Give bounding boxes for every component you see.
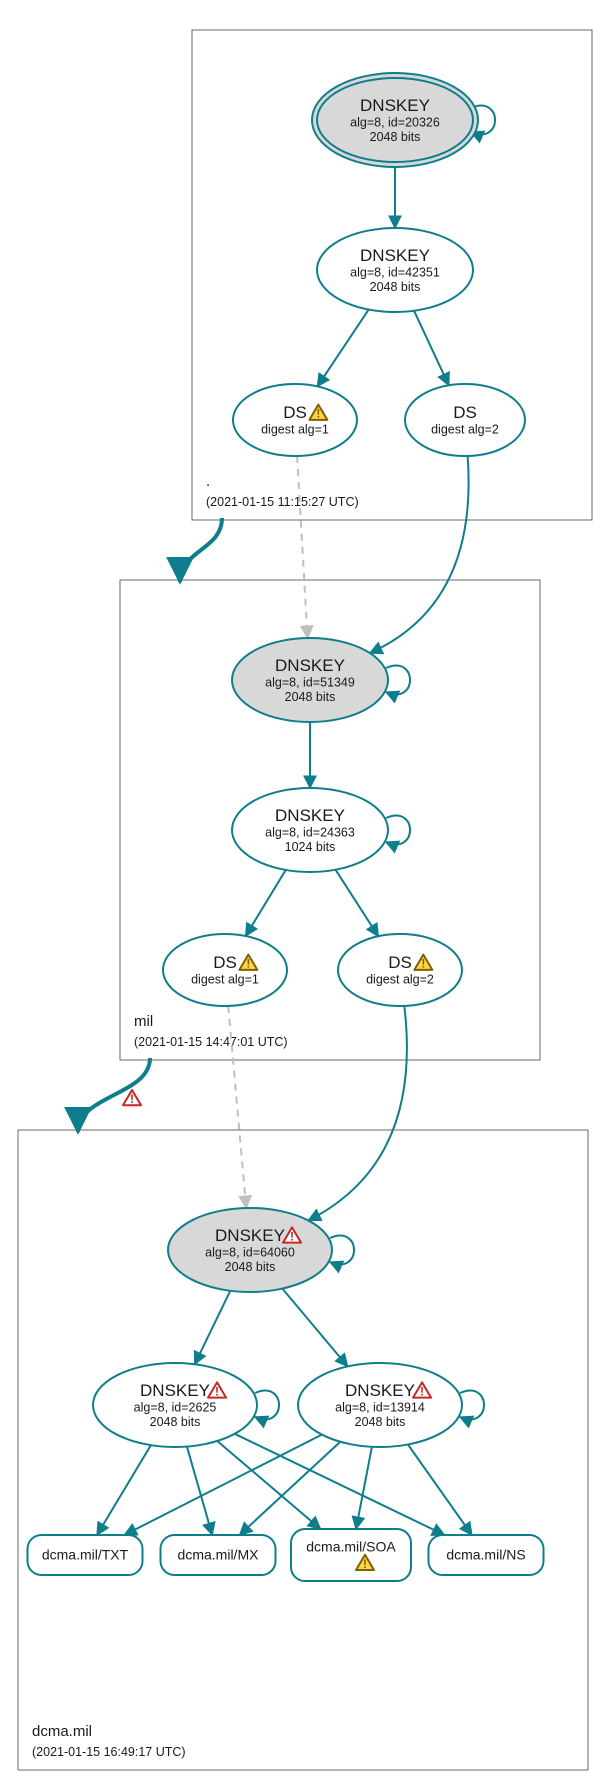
self-loop: [255, 1391, 279, 1420]
node-r_ds1: DSdigest alg=1: [233, 384, 357, 456]
error-icon: !: [123, 1090, 141, 1106]
self-loop: [386, 816, 410, 845]
node-text: dcma.mil/SOA: [306, 1538, 396, 1554]
node-text: 2048 bits: [370, 130, 421, 144]
edge: [246, 870, 286, 936]
node-text: alg=8, id=51349: [265, 675, 355, 689]
node-text: DNSKEY: [345, 1381, 415, 1400]
node-rr_ns: dcma.mil/NS: [429, 1535, 544, 1575]
zone-timestamp: (2021-01-15 14:47:01 UTC): [134, 1035, 288, 1049]
svg-text:!: !: [421, 957, 425, 971]
edge: [370, 456, 469, 653]
node-r_key1: DNSKEYalg=8, id=203262048 bits: [312, 73, 478, 167]
dnssec-diagram: . (2021-01-15 11:15:27 UTC) mil (2021-01-15…: [0, 0, 607, 1786]
svg-text:!: !: [420, 1384, 424, 1398]
node-r_key2: DNSKEYalg=8, id=423512048 bits: [317, 228, 473, 312]
node-text: 2048 bits: [355, 1415, 406, 1429]
node-d_key1: DNSKEYalg=8, id=640602048 bits: [168, 1208, 332, 1292]
node-text: alg=8, id=24363: [265, 825, 355, 839]
node-text: DS: [213, 953, 237, 972]
zone-timestamp: (2021-01-15 16:49:17 UTC): [32, 1745, 186, 1759]
node-text: 1024 bits: [285, 840, 336, 854]
zone-edge: [180, 518, 222, 582]
node-text: dcma.mil/MX: [178, 1546, 260, 1562]
zone-timestamp: (2021-01-15 11:15:27 UTC): [206, 495, 359, 509]
node-r_ds2: DSdigest alg=2: [405, 384, 525, 456]
node-text: DNSKEY: [360, 96, 430, 115]
node-text: digest alg=1: [191, 973, 259, 987]
node-rr_soa: dcma.mil/SOA: [291, 1529, 411, 1581]
node-text: DNSKEY: [215, 1226, 285, 1245]
edge: [308, 1006, 407, 1221]
zone-label: .: [206, 473, 210, 490]
node-text: alg=8, id=64060: [205, 1245, 295, 1259]
node-text: DS: [453, 403, 477, 422]
self-loop: [386, 666, 410, 695]
node-text: 2048 bits: [225, 1260, 276, 1274]
node-d_key3: DNSKEYalg=8, id=139142048 bits: [298, 1363, 462, 1447]
node-m_ds1: DSdigest alg=1: [163, 934, 287, 1006]
node-text: digest alg=2: [366, 973, 434, 987]
edge: [217, 1441, 320, 1529]
svg-text:!: !: [316, 407, 320, 421]
svg-text:!: !: [130, 1092, 134, 1106]
self-loop: [460, 1391, 484, 1420]
edge: [124, 1435, 321, 1535]
node-text: dcma.mil/TXT: [42, 1546, 129, 1562]
node-text: dcma.mil/NS: [446, 1546, 525, 1562]
node-text: 2048 bits: [285, 690, 336, 704]
node-m_key2: DNSKEYalg=8, id=243631024 bits: [232, 788, 388, 872]
zone-label: mil: [134, 1013, 153, 1030]
edge: [317, 310, 368, 387]
node-text: 2048 bits: [370, 280, 421, 294]
edge: [97, 1445, 151, 1535]
node-text: DNSKEY: [140, 1381, 210, 1400]
node-d_key2: DNSKEYalg=8, id=26252048 bits: [93, 1363, 257, 1447]
node-text: DNSKEY: [275, 806, 345, 825]
node-text: digest alg=2: [431, 423, 499, 437]
node-text: DS: [388, 953, 412, 972]
node-text: alg=8, id=42351: [350, 265, 440, 279]
edge: [195, 1291, 231, 1364]
svg-text:!: !: [363, 1557, 367, 1571]
edge: [414, 311, 449, 386]
svg-text:!: !: [246, 957, 250, 971]
node-text: 2048 bits: [150, 1415, 201, 1429]
self-loop: [330, 1236, 354, 1265]
node-text: alg=8, id=13914: [335, 1400, 425, 1414]
node-m_key1: DNSKEYalg=8, id=513492048 bits: [232, 638, 388, 722]
svg-text:!: !: [290, 1229, 294, 1243]
edge: [240, 1442, 341, 1535]
zone-label: dcma.mil: [32, 1723, 92, 1740]
edge: [187, 1447, 212, 1535]
node-text: alg=8, id=2625: [134, 1400, 217, 1414]
node-text: DNSKEY: [275, 656, 345, 675]
edge: [297, 456, 308, 638]
edge: [282, 1289, 347, 1367]
zone-edge: [78, 1058, 150, 1132]
edge: [235, 1434, 445, 1535]
node-text: DNSKEY: [360, 246, 430, 265]
node-text: digest alg=1: [261, 423, 329, 437]
edge: [336, 870, 379, 937]
node-m_ds2: DSdigest alg=2: [338, 934, 462, 1006]
svg-text:!: !: [215, 1384, 219, 1398]
node-text: alg=8, id=20326: [350, 115, 440, 129]
edge: [356, 1447, 372, 1529]
node-rr_mx: dcma.mil/MX: [161, 1535, 276, 1575]
node-text: DS: [283, 403, 307, 422]
node-rr_txt: dcma.mil/TXT: [28, 1535, 143, 1575]
